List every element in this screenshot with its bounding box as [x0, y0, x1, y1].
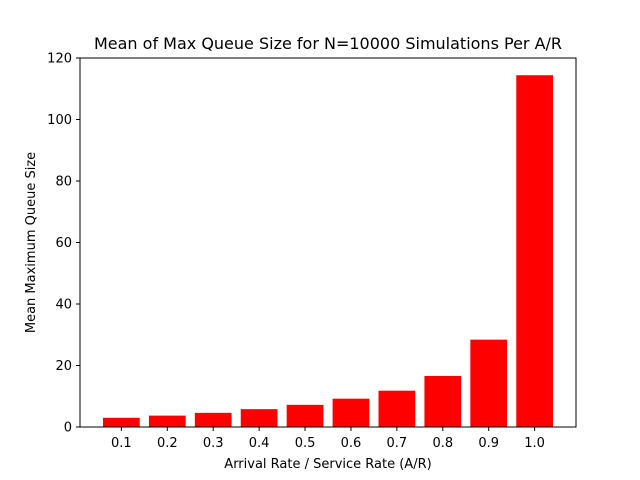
- x-axis-label: Arrival Rate / Service Rate (A/R): [224, 457, 431, 472]
- x-tick-label: 0.2: [157, 436, 178, 451]
- y-tick-label: 80: [55, 175, 72, 190]
- x-tick-label: 0.8: [432, 436, 453, 451]
- x-tick-label: 0.7: [387, 436, 408, 451]
- bar-1.0: [516, 75, 553, 427]
- x-tick-label: 0.9: [478, 436, 499, 451]
- bar-0.9: [470, 339, 508, 427]
- x-tick-label: 1.0: [524, 436, 545, 451]
- chart-title: Mean of Max Queue Size for N=10000 Simul…: [94, 34, 562, 53]
- plot-area-frame: [79, 57, 577, 428]
- y-tick-label: 40: [55, 298, 72, 313]
- y-axis-ticks: 0 20 40 60 80 100 120: [47, 52, 80, 436]
- bar-0.4: [240, 409, 278, 427]
- y-tick-label: 120: [47, 52, 72, 67]
- y-tick-label: 100: [47, 113, 72, 128]
- bar-0.8: [424, 375, 462, 427]
- x-tick-label: 0.6: [341, 436, 362, 451]
- y-tick-label: 0: [64, 421, 72, 436]
- bar-0.5: [286, 404, 324, 427]
- y-tick-label: 60: [55, 236, 72, 251]
- y-tick-label: 20: [55, 359, 72, 374]
- bar-0.3: [194, 412, 232, 427]
- bar-0.1: [103, 417, 140, 427]
- x-axis-ticks: 0.1 0.2 0.3 0.4 0.5 0.6 0.7 0.8 0.9 1.0: [111, 427, 545, 451]
- y-axis-label: Mean Maximum Queue Size: [24, 152, 39, 333]
- bar-0.2: [148, 415, 186, 427]
- x-tick-label: 0.4: [249, 436, 270, 451]
- bar-0.7: [378, 390, 416, 427]
- x-tick-label: 0.3: [203, 436, 224, 451]
- x-tick-label: 0.5: [295, 436, 316, 451]
- x-tick-label: 0.1: [111, 436, 132, 451]
- bars-group: [103, 75, 553, 427]
- bar-0.6: [332, 398, 370, 427]
